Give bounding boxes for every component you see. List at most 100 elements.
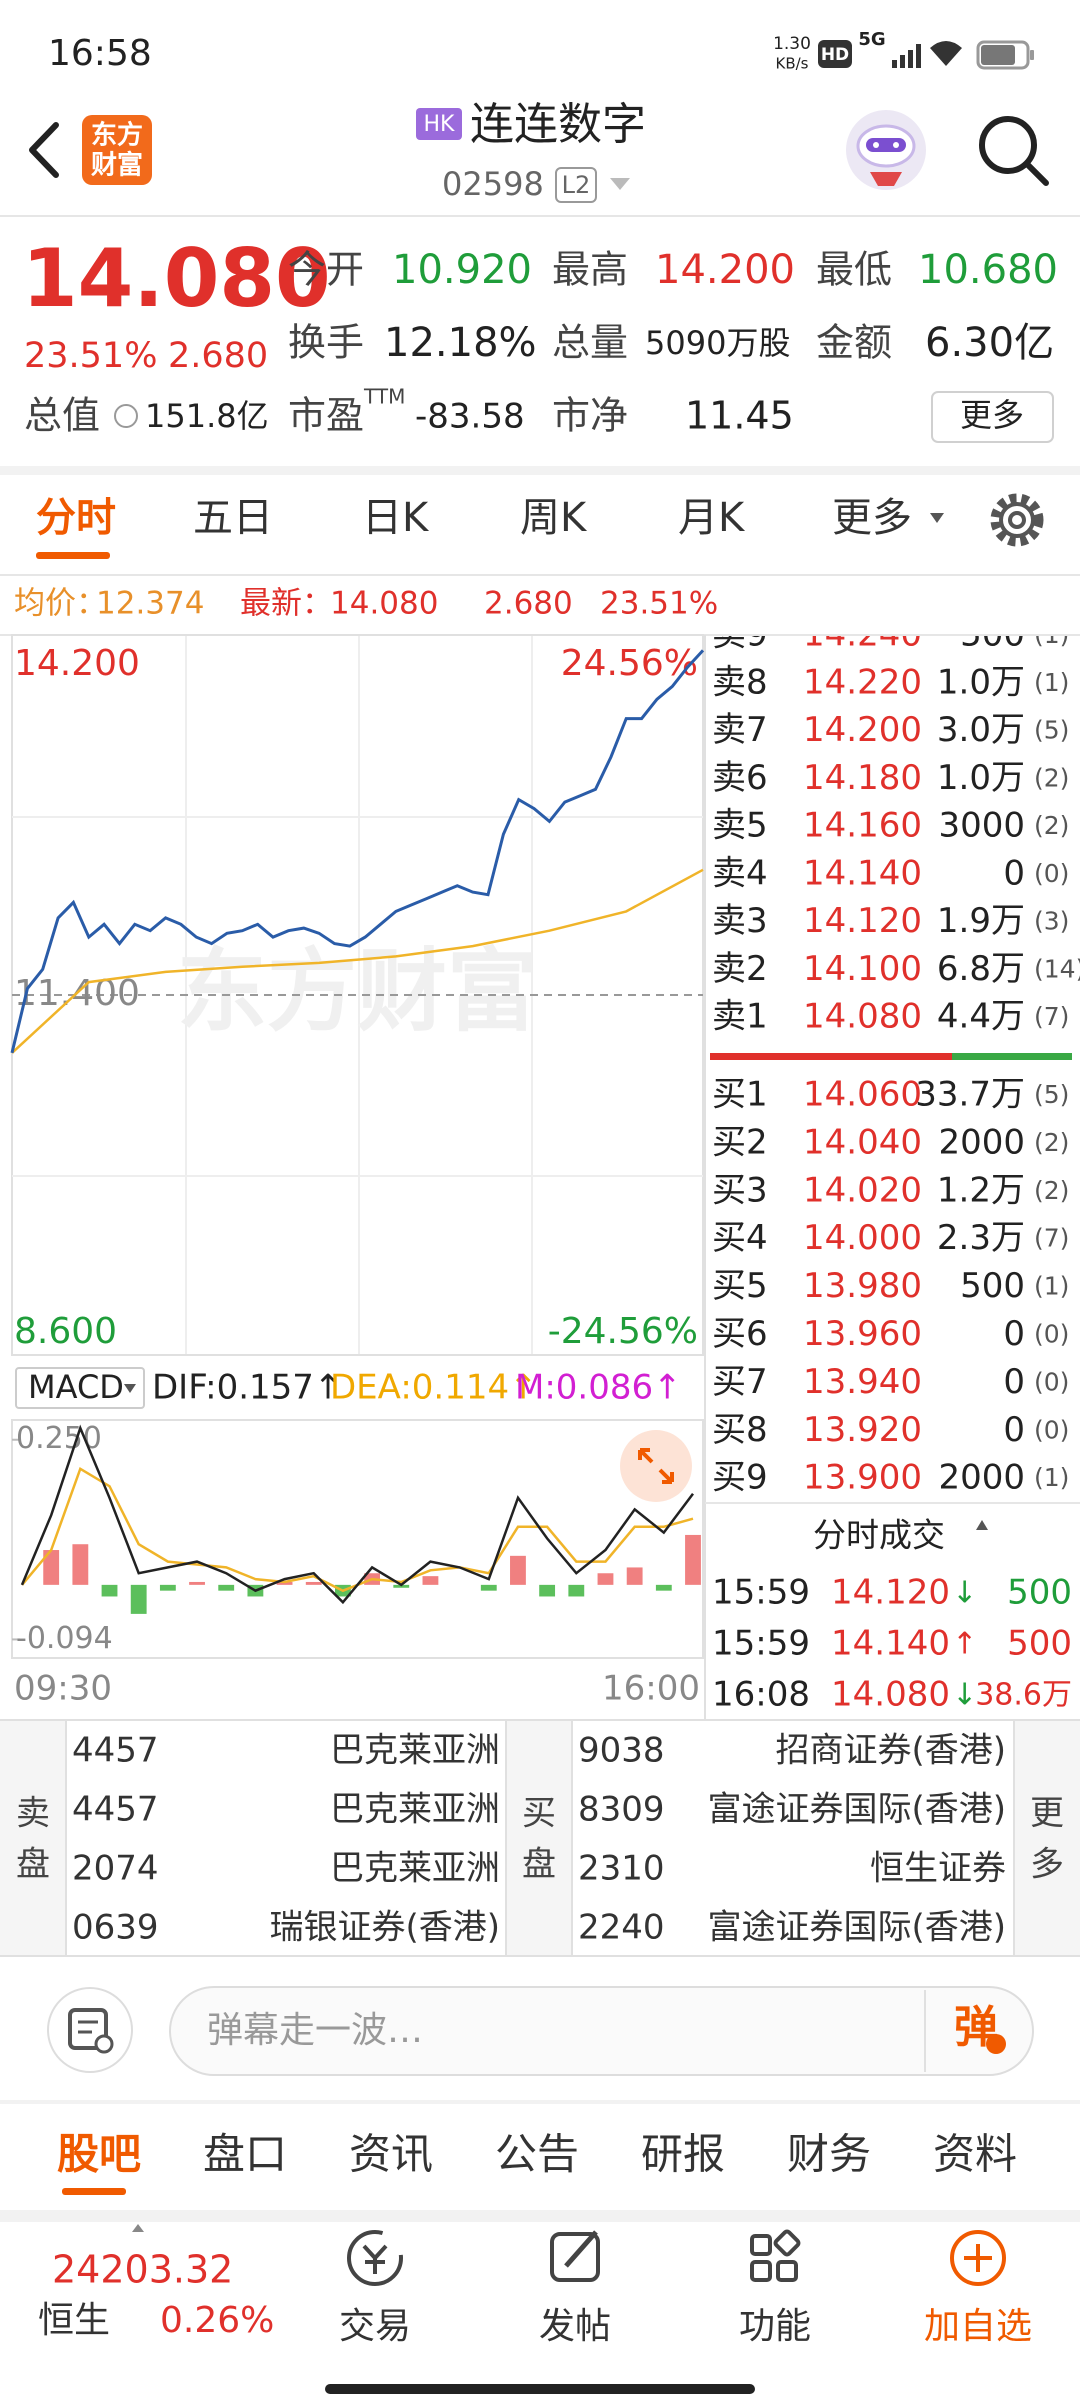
broker-more[interactable]: 多 xyxy=(1030,1845,1064,1885)
back-button[interactable] xyxy=(29,122,59,178)
trades-toggle[interactable] xyxy=(976,1520,988,1530)
field-value: 14.200 xyxy=(655,247,795,293)
tab[interactable]: 月K xyxy=(678,495,746,541)
broker-code: 2074 xyxy=(72,1849,159,1889)
market-badge xyxy=(416,108,462,140)
nav-item[interactable]: 加自选 xyxy=(924,2306,1032,2347)
watermark: 东方财富 xyxy=(177,939,537,1044)
broker-name: 恒生证券 xyxy=(870,1849,1006,1889)
broker-name: 巴克莱亚洲 xyxy=(330,1731,500,1771)
broker-code: 2240 xyxy=(578,1908,665,1948)
macd-bar xyxy=(130,1584,147,1614)
y-tick-label: 14.200 xyxy=(14,643,140,684)
ask-price: 14.200 xyxy=(803,710,922,750)
ask-volume: 1.0万 xyxy=(937,758,1025,798)
tab[interactable]: 分时 xyxy=(36,495,116,541)
logo-text: 东方 xyxy=(91,120,143,151)
indicator-selector[interactable] xyxy=(15,1367,145,1409)
comment-input[interactable] xyxy=(169,1986,1034,2076)
function-icon[interactable] xyxy=(750,2229,801,2282)
bid-label: 买3 xyxy=(712,1170,768,1210)
bid-count: (0) xyxy=(1034,1367,1069,1396)
change-pct-value: 23.51% xyxy=(600,586,718,622)
code-dropdown[interactable] xyxy=(610,178,630,190)
send-button[interactable]: 弹 xyxy=(954,2002,998,2053)
cell-bg[interactable] xyxy=(1014,1721,1080,1956)
bid-label: 买9 xyxy=(712,1458,768,1498)
tab[interactable]: 更多 xyxy=(832,495,912,541)
ask-volume: 1.9万 xyxy=(937,901,1025,941)
info-icon[interactable] xyxy=(114,404,138,428)
search-button[interactable] xyxy=(979,116,1049,186)
section-tab[interactable]: 公告 xyxy=(495,2130,579,2179)
ask-label: 卖9 xyxy=(712,615,768,655)
send-badge xyxy=(986,2034,1006,2054)
comment-settings[interactable] xyxy=(47,1987,133,2073)
y-tick-label: -0.094 xyxy=(16,1621,113,1656)
macd-bar xyxy=(218,1584,235,1591)
broker-code: 2310 xyxy=(578,1849,665,1889)
dea-label: DEA:0.114↑ xyxy=(330,1368,538,1408)
ask-label: 卖7 xyxy=(712,710,768,750)
broker-more[interactable]: 更 xyxy=(1030,1794,1064,1834)
nav-item[interactable]: 发帖 xyxy=(539,2306,611,2347)
ask-volume: 4.4万 xyxy=(937,997,1025,1037)
section-tab[interactable]: 股吧 xyxy=(57,2130,141,2179)
tab[interactable]: 五日 xyxy=(193,495,273,541)
separator xyxy=(0,466,1080,475)
ask-count: (5) xyxy=(1034,716,1069,745)
bid-volume: 2000 xyxy=(938,1458,1025,1498)
dif-line xyxy=(20,1424,694,1605)
bid-label: 买5 xyxy=(712,1266,768,1306)
broker-name: 富途证券国际(香港) xyxy=(707,1908,1006,1948)
trade-price: 14.120 xyxy=(831,1573,950,1613)
section-tab[interactable]: 盘口 xyxy=(203,2130,287,2179)
ask-price: 14.240 xyxy=(803,615,922,655)
app-logo[interactable] xyxy=(82,115,152,185)
trade-icon[interactable] xyxy=(347,2230,403,2286)
hd-badge: HD xyxy=(821,45,849,65)
macd-bar xyxy=(685,1534,701,1585)
macd-bar xyxy=(72,1544,89,1585)
section-tab[interactable]: 研报 xyxy=(641,2130,725,2179)
macd-bar xyxy=(101,1584,118,1597)
net-speed: 1.30 xyxy=(773,34,811,54)
indicator-name[interactable]: MACD xyxy=(28,1368,124,1406)
index-toggle[interactable] xyxy=(132,2224,144,2232)
trade-volume: 500 xyxy=(1007,1624,1072,1664)
bid-label: 买8 xyxy=(712,1410,768,1450)
nav-item[interactable]: 功能 xyxy=(739,2306,811,2347)
indicator-dropdown[interactable] xyxy=(124,1384,136,1393)
more-button-text[interactable]: 更多 xyxy=(960,396,1024,434)
y-tick-label: 8.600 xyxy=(14,1311,117,1352)
change: 2.680 xyxy=(168,336,268,376)
macd-bar xyxy=(189,1581,205,1585)
net-unit: KB/s xyxy=(776,55,809,73)
ask-price: 14.180 xyxy=(803,758,922,798)
section-tab[interactable]: 资讯 xyxy=(349,2130,433,2179)
field-label: 最高 xyxy=(552,248,628,292)
network: 5G xyxy=(858,29,885,50)
tab[interactable]: 日K xyxy=(362,495,430,541)
section-tab[interactable]: 资料 xyxy=(933,2130,1017,2179)
add-watchlist-icon[interactable] xyxy=(950,2230,1006,2286)
post-icon[interactable] xyxy=(550,2230,600,2282)
index-name: 恒生 xyxy=(38,2300,110,2341)
ask-label: 卖4 xyxy=(712,853,768,893)
expand-button[interactable] xyxy=(620,1430,692,1502)
last-label: 最新： xyxy=(240,586,333,622)
bid-price: 14.000 xyxy=(803,1218,922,1258)
ask-volume: 1.0万 xyxy=(937,662,1025,702)
more-button[interactable] xyxy=(931,391,1054,443)
field-value: 6.30亿 xyxy=(925,320,1054,366)
comment-placeholder[interactable]: 弹幕走一波… xyxy=(207,2010,423,2051)
settings-button[interactable] xyxy=(990,493,1044,547)
nav-item[interactable]: 交易 xyxy=(339,2306,411,2347)
tab-dropdown[interactable] xyxy=(930,513,944,523)
ask-count: (7) xyxy=(1034,1002,1069,1031)
ask-count: (3) xyxy=(1034,907,1069,936)
section-tab[interactable]: 财务 xyxy=(787,2130,871,2179)
robot-assistant[interactable] xyxy=(846,110,926,190)
tab[interactable]: 周K xyxy=(520,495,588,541)
bid-label: 买7 xyxy=(712,1362,768,1402)
